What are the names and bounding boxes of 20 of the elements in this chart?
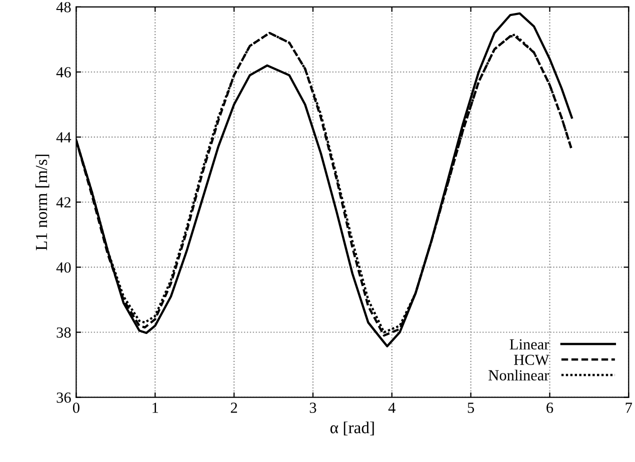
x-tick-label: 0: [72, 402, 80, 413]
legend-label: Linear: [510, 339, 550, 350]
y-axis-title: L1 norm [m/s]: [35, 154, 50, 250]
x-tick-label: 7: [626, 402, 632, 413]
x-tick-label: 5: [468, 402, 474, 413]
x-tick-label: 2: [230, 402, 238, 413]
y-tick-label: 46: [56, 67, 71, 78]
x-tick-label: 3: [310, 402, 316, 413]
y-tick-label: 42: [56, 197, 70, 208]
y-tick-label: 48: [56, 2, 71, 12]
y-tick-label: 44: [56, 132, 72, 142]
legend-label: HCW: [514, 354, 550, 366]
y-tick-label: 40: [56, 262, 71, 273]
x-tick-label: 4: [388, 402, 396, 413]
x-tick-label: 6: [546, 402, 554, 413]
y-tick-label: 36: [56, 392, 71, 403]
legend-label: Nonlinear: [488, 370, 550, 380]
x-axis-title: α [rad]: [330, 422, 374, 436]
y-tick-label: 38: [56, 327, 71, 338]
x-tick-label: 1: [152, 402, 158, 413]
